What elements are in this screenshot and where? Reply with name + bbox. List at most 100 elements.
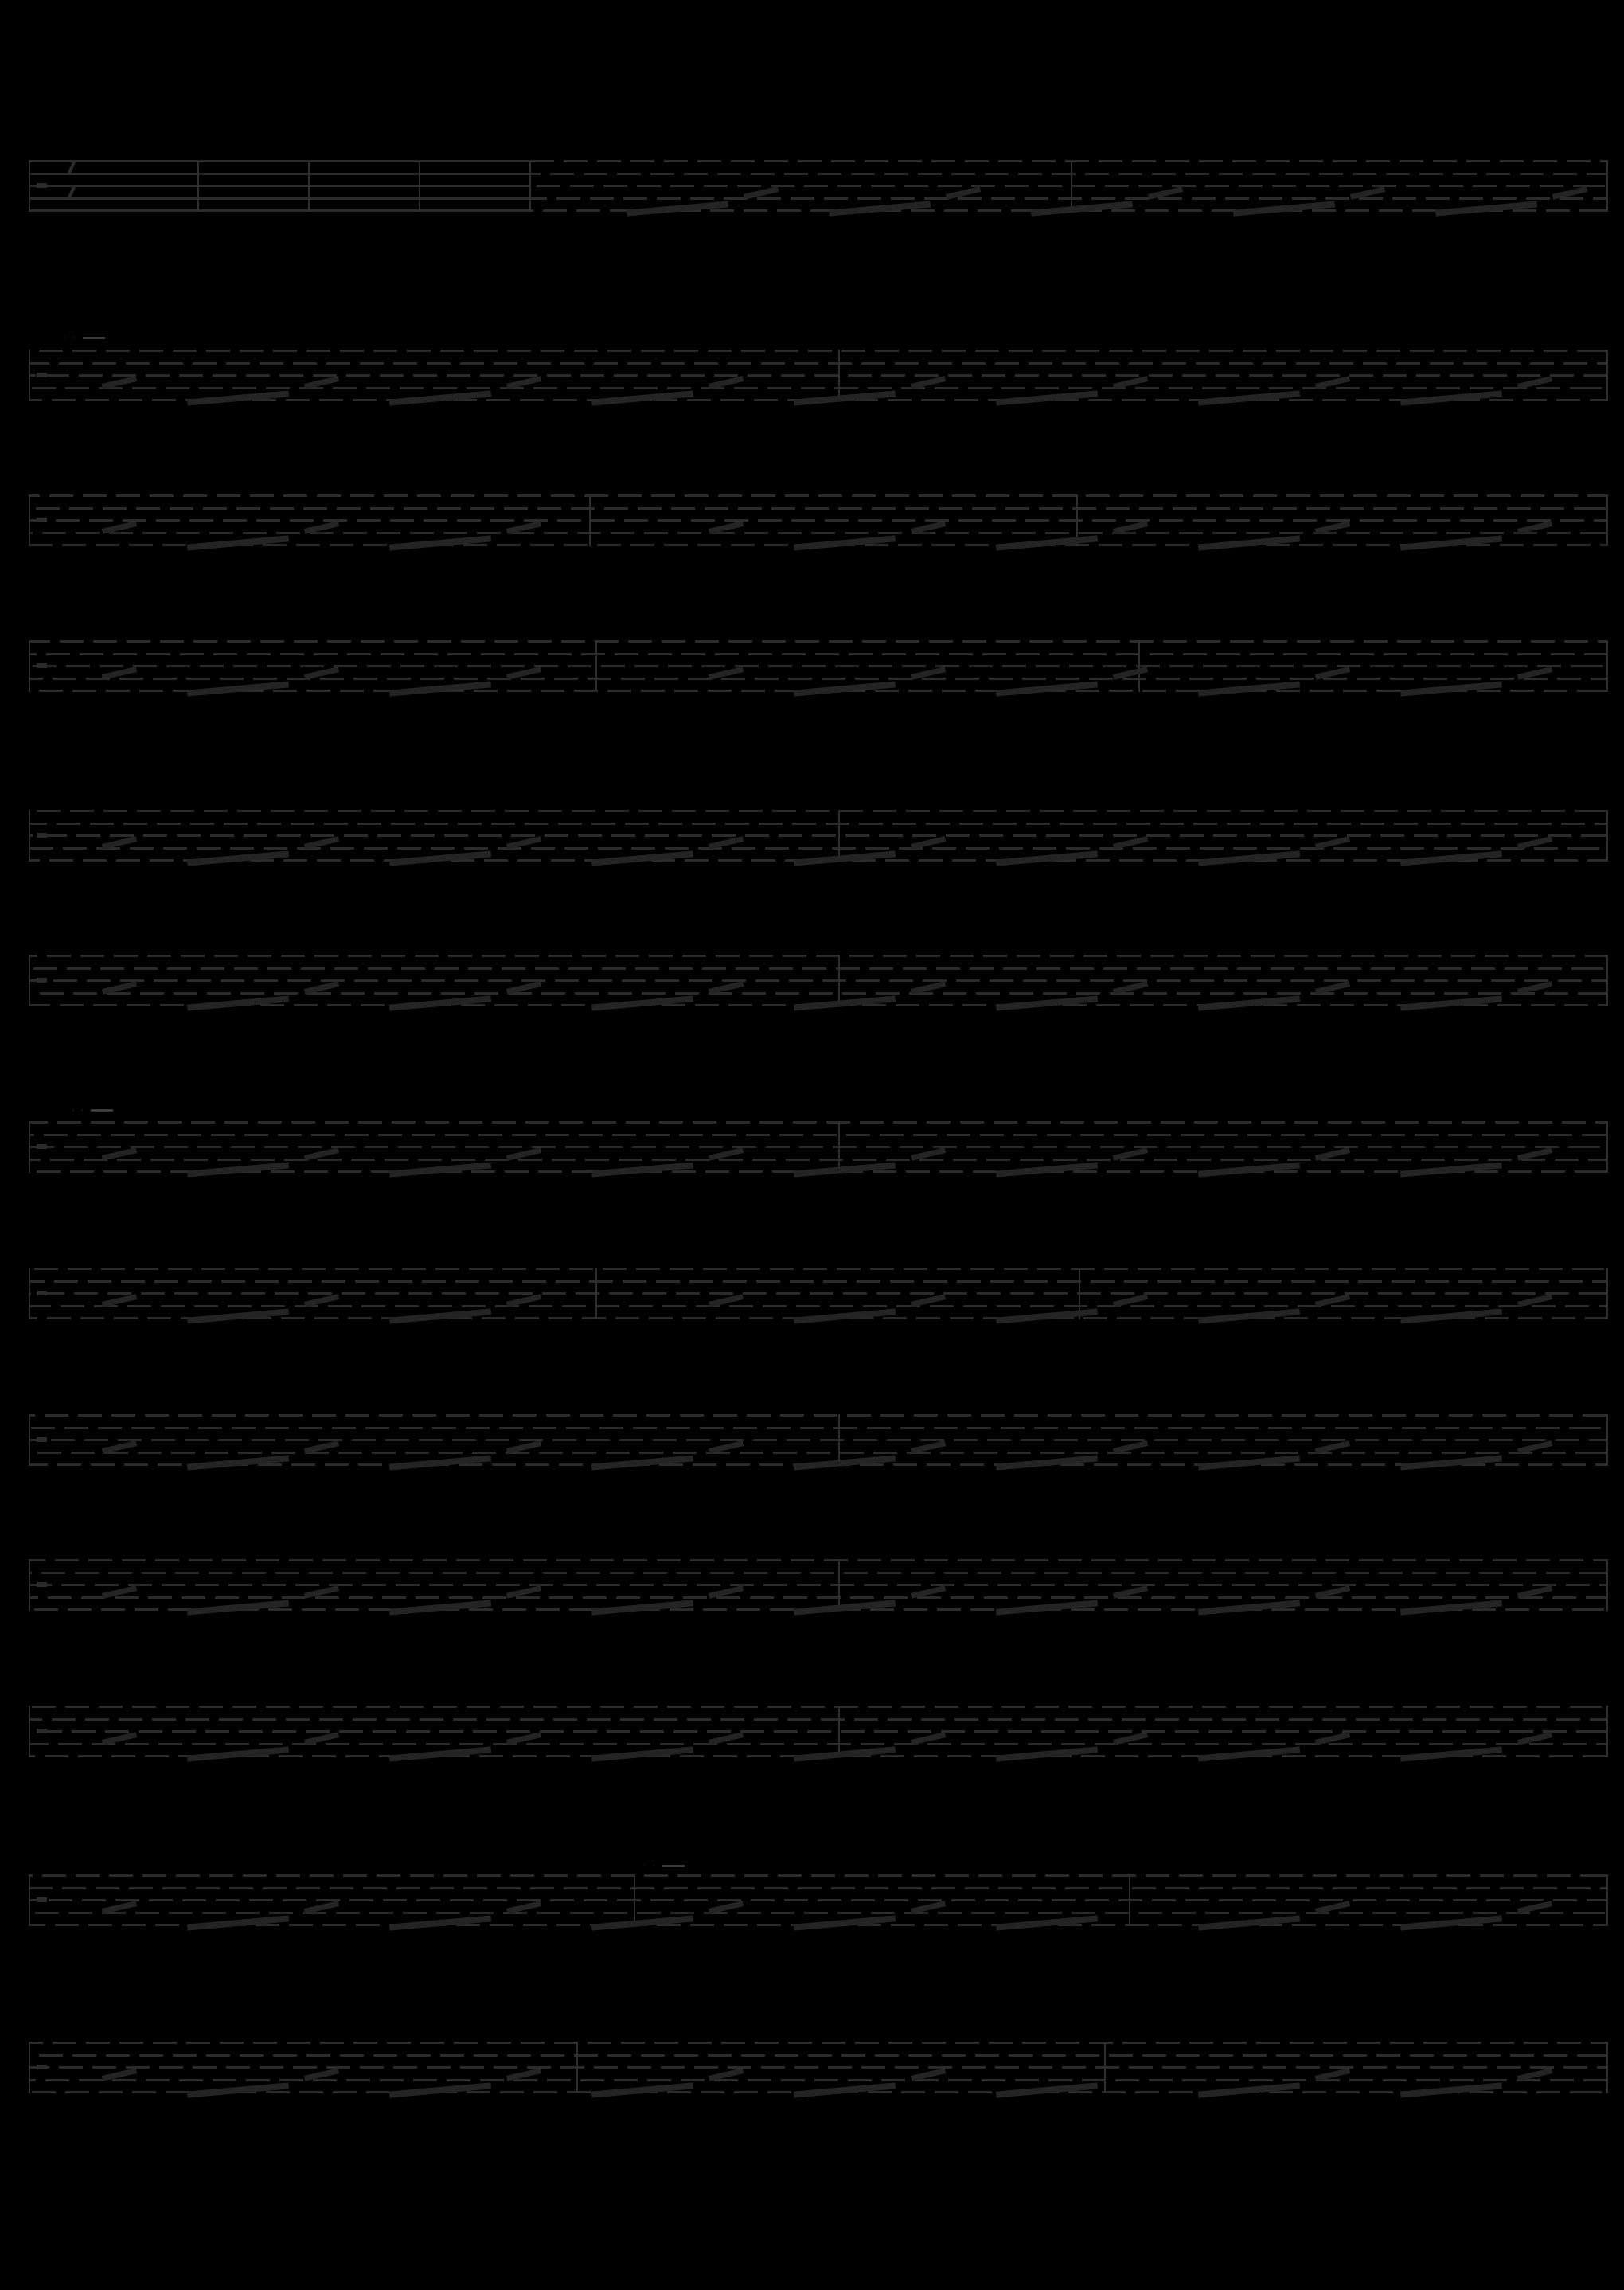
beam-slash (1197, 390, 1301, 406)
measure-barline (1138, 640, 1140, 692)
system-start-barline (29, 1706, 30, 1757)
measure-barline (838, 955, 840, 1006)
staff-line (29, 1887, 1608, 1889)
beam-slash (591, 2082, 694, 2098)
staff-line (29, 834, 1608, 837)
staff-line (29, 1596, 1608, 1599)
measure-barline (419, 160, 420, 212)
staff-line-solid-segment (29, 209, 529, 212)
system-end-barline (1606, 1874, 1608, 1926)
beam-slash (995, 390, 1099, 406)
beam-slash (1400, 535, 1503, 551)
measure-barline (595, 640, 597, 692)
beam-slash (1030, 201, 1134, 217)
measure-barline (589, 494, 591, 546)
beam-slash (995, 1455, 1099, 1471)
beam-slash (1232, 201, 1336, 217)
staff-line (29, 197, 1608, 200)
beam-slash (1400, 1162, 1503, 1178)
system-start-barline (29, 350, 30, 401)
staff-line (29, 992, 1608, 995)
staff-system-13 (29, 2042, 1608, 2098)
staff-system-1 (29, 160, 1608, 217)
beam-slash (1197, 1915, 1301, 1931)
staff-line (29, 2054, 1608, 2057)
beam-slash (388, 2082, 492, 2098)
annotation-marking: · · (64, 335, 105, 342)
staff-line (29, 173, 1608, 175)
beam-slash (793, 1915, 896, 1931)
staff-line (29, 1452, 1608, 1454)
beam-slash (995, 1600, 1099, 1616)
staff-line (29, 2079, 1608, 2081)
staff-line (29, 2042, 1608, 2044)
staff-line-solid-segment (29, 160, 529, 162)
measure-barline (576, 2042, 578, 2093)
staff-system-8 (29, 1268, 1608, 1324)
beam-slash (793, 850, 896, 866)
beam-slash (388, 1600, 492, 1616)
beam-slash (995, 1162, 1099, 1178)
system-end-barline (1606, 1706, 1608, 1757)
beam-slash (793, 1455, 896, 1471)
staff-line (29, 1305, 1608, 1307)
staff-line (29, 160, 1608, 162)
staff-line (29, 1874, 1608, 1877)
beam-slash (186, 995, 290, 1011)
percussion-clef-mark (37, 183, 47, 188)
beam-slash (186, 2082, 290, 2098)
staff-system-3 (29, 494, 1608, 551)
system-end-barline (1606, 1414, 1608, 1466)
beam-slash (995, 681, 1099, 697)
measure-barline (1079, 1268, 1080, 1319)
system-end-barline (1606, 160, 1608, 212)
measure-barline (838, 1706, 840, 1757)
beam-slash (828, 201, 931, 217)
measure-barline (838, 350, 840, 401)
staff-line (29, 640, 1608, 643)
staff-line (29, 185, 1608, 187)
system-start-barline (29, 1874, 30, 1926)
beam-slash (388, 1915, 492, 1931)
annotation-marking: · · (643, 1863, 685, 1870)
system-start-barline (29, 2042, 30, 2093)
beam-slash (388, 535, 492, 551)
beam-slash (388, 1455, 492, 1471)
percussion-clef-mark (37, 1729, 47, 1733)
system-start-barline (29, 640, 30, 692)
beam-slash (1197, 1746, 1301, 1762)
staff-line (29, 1121, 1608, 1124)
system-end-barline (1606, 1268, 1608, 1319)
beam-slash (793, 390, 896, 406)
beam-slash (1197, 1455, 1301, 1471)
system-end-barline (1606, 350, 1608, 401)
beam-slash (793, 2082, 896, 2098)
system-end-barline (1606, 1559, 1608, 1611)
system-start-barline (29, 1414, 30, 1466)
beam-slash (186, 1600, 290, 1616)
annotation-dash (662, 1865, 685, 1867)
staff-line-solid-segment (29, 173, 529, 175)
staff-line-solid-segment (29, 185, 529, 187)
beam-slash (186, 1308, 290, 1324)
beam-slash (995, 535, 1099, 551)
staff-system-4 (29, 640, 1608, 697)
beam-slash (186, 390, 290, 406)
beam-slash (1197, 850, 1301, 866)
beam-slash (388, 850, 492, 866)
beam-slash (1197, 995, 1301, 1011)
beam-slash (1400, 850, 1503, 866)
percussion-clef-mark (37, 1291, 47, 1295)
beam-slash (1400, 1455, 1503, 1471)
system-start-barline (29, 494, 30, 546)
staff-line (29, 1280, 1608, 1283)
percussion-clef-mark (37, 1897, 47, 1902)
staff-line (29, 1292, 1608, 1295)
staff-line (29, 2066, 1608, 2069)
staff-line (29, 1439, 1608, 1441)
beam-slash (388, 1162, 492, 1178)
percussion-clef-mark (37, 663, 47, 668)
annotation-text: · · (643, 1862, 658, 1870)
beam-slash (995, 995, 1099, 1011)
percussion-clef-mark (37, 373, 47, 377)
